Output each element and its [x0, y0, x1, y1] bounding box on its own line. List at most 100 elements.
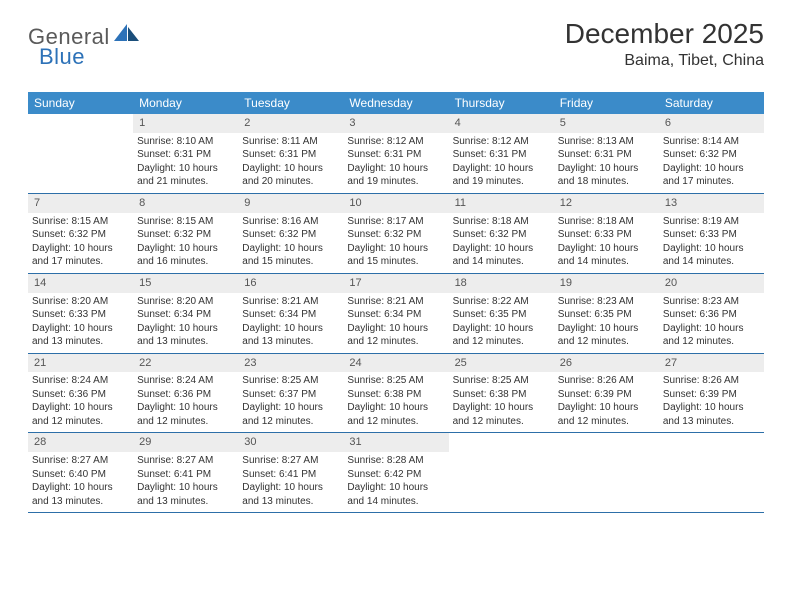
sunset-text: Sunset: 6:31 PM — [347, 148, 444, 162]
day-number: 25 — [449, 354, 554, 373]
week-row: 1Sunrise: 8:10 AMSunset: 6:31 PMDaylight… — [28, 114, 764, 194]
daylight-text: Daylight: 10 hours — [558, 162, 655, 176]
daylight-text: Daylight: 10 hours — [347, 481, 444, 495]
day-cell: 19Sunrise: 8:23 AMSunset: 6:35 PMDayligh… — [554, 274, 659, 353]
day-body: Sunrise: 8:25 AMSunset: 6:38 PMDaylight:… — [343, 372, 448, 432]
daylight-text: Daylight: 10 hours — [558, 322, 655, 336]
day-cell: 13Sunrise: 8:19 AMSunset: 6:33 PMDayligh… — [659, 194, 764, 273]
daylight-text: Daylight: 10 hours — [558, 401, 655, 415]
sunset-text: Sunset: 6:40 PM — [32, 468, 129, 482]
sunset-text: Sunset: 6:41 PM — [137, 468, 234, 482]
day-number: 7 — [28, 194, 133, 213]
daylight-text: and 16 minutes. — [137, 255, 234, 269]
day-number: 28 — [28, 433, 133, 452]
daylight-text: and 19 minutes. — [347, 175, 444, 189]
sunrise-text: Sunrise: 8:17 AM — [347, 215, 444, 229]
daylight-text: Daylight: 10 hours — [242, 322, 339, 336]
daylight-text: Daylight: 10 hours — [137, 322, 234, 336]
day-number: 2 — [238, 114, 343, 133]
sunrise-text: Sunrise: 8:14 AM — [663, 135, 760, 149]
day-number: 18 — [449, 274, 554, 293]
daylight-text: and 13 minutes. — [137, 495, 234, 509]
daylight-text: and 14 minutes. — [347, 495, 444, 509]
daylight-text: Daylight: 10 hours — [242, 242, 339, 256]
sunrise-text: Sunrise: 8:20 AM — [32, 295, 129, 309]
day-cell: 21Sunrise: 8:24 AMSunset: 6:36 PMDayligh… — [28, 354, 133, 433]
day-cell: 7Sunrise: 8:15 AMSunset: 6:32 PMDaylight… — [28, 194, 133, 273]
daylight-text: and 20 minutes. — [242, 175, 339, 189]
sunrise-text: Sunrise: 8:26 AM — [663, 374, 760, 388]
daylight-text: and 13 minutes. — [663, 415, 760, 429]
day-cell: 28Sunrise: 8:27 AMSunset: 6:40 PMDayligh… — [28, 433, 133, 512]
day-number: 10 — [343, 194, 448, 213]
day-number: 8 — [133, 194, 238, 213]
day-cell: 17Sunrise: 8:21 AMSunset: 6:34 PMDayligh… — [343, 274, 448, 353]
calendar: SundayMondayTuesdayWednesdayThursdayFrid… — [28, 92, 764, 513]
daylight-text: and 12 minutes. — [347, 415, 444, 429]
daylight-text: and 12 minutes. — [558, 335, 655, 349]
weekday-header: Sunday — [28, 92, 133, 114]
sunrise-text: Sunrise: 8:27 AM — [242, 454, 339, 468]
day-cell: 3Sunrise: 8:12 AMSunset: 6:31 PMDaylight… — [343, 114, 448, 193]
day-body: Sunrise: 8:17 AMSunset: 6:32 PMDaylight:… — [343, 213, 448, 273]
weeks-container: 1Sunrise: 8:10 AMSunset: 6:31 PMDaylight… — [28, 114, 764, 513]
location: Baima, Tibet, China — [565, 52, 764, 70]
daylight-text: Daylight: 10 hours — [32, 401, 129, 415]
daylight-text: and 12 minutes. — [347, 335, 444, 349]
sunrise-text: Sunrise: 8:15 AM — [137, 215, 234, 229]
sunrise-text: Sunrise: 8:24 AM — [32, 374, 129, 388]
daylight-text: and 12 minutes. — [242, 415, 339, 429]
sunset-text: Sunset: 6:31 PM — [137, 148, 234, 162]
day-body: Sunrise: 8:27 AMSunset: 6:41 PMDaylight:… — [238, 452, 343, 512]
daylight-text: and 12 minutes. — [453, 335, 550, 349]
day-cell: 11Sunrise: 8:18 AMSunset: 6:32 PMDayligh… — [449, 194, 554, 273]
daylight-text: Daylight: 10 hours — [137, 242, 234, 256]
day-cell: 14Sunrise: 8:20 AMSunset: 6:33 PMDayligh… — [28, 274, 133, 353]
daylight-text: and 18 minutes. — [558, 175, 655, 189]
sunrise-text: Sunrise: 8:27 AM — [137, 454, 234, 468]
day-body: Sunrise: 8:21 AMSunset: 6:34 PMDaylight:… — [343, 293, 448, 353]
sunset-text: Sunset: 6:34 PM — [137, 308, 234, 322]
sunrise-text: Sunrise: 8:20 AM — [137, 295, 234, 309]
sunrise-text: Sunrise: 8:15 AM — [32, 215, 129, 229]
day-cell: 20Sunrise: 8:23 AMSunset: 6:36 PMDayligh… — [659, 274, 764, 353]
day-number: 30 — [238, 433, 343, 452]
daylight-text: and 21 minutes. — [137, 175, 234, 189]
daylight-text: Daylight: 10 hours — [453, 401, 550, 415]
sunset-text: Sunset: 6:32 PM — [347, 228, 444, 242]
day-cell: 5Sunrise: 8:13 AMSunset: 6:31 PMDaylight… — [554, 114, 659, 193]
day-cell: 24Sunrise: 8:25 AMSunset: 6:38 PMDayligh… — [343, 354, 448, 433]
day-number: 31 — [343, 433, 448, 452]
day-body: Sunrise: 8:19 AMSunset: 6:33 PMDaylight:… — [659, 213, 764, 273]
week-row: 14Sunrise: 8:20 AMSunset: 6:33 PMDayligh… — [28, 274, 764, 354]
daylight-text: Daylight: 10 hours — [242, 481, 339, 495]
title-block: December 2025 Baima, Tibet, China — [565, 18, 764, 70]
sunrise-text: Sunrise: 8:21 AM — [347, 295, 444, 309]
day-body: Sunrise: 8:14 AMSunset: 6:32 PMDaylight:… — [659, 133, 764, 193]
sunset-text: Sunset: 6:33 PM — [663, 228, 760, 242]
sunset-text: Sunset: 6:42 PM — [347, 468, 444, 482]
sunrise-text: Sunrise: 8:25 AM — [453, 374, 550, 388]
daylight-text: and 14 minutes. — [453, 255, 550, 269]
day-number: 17 — [343, 274, 448, 293]
daylight-text: Daylight: 10 hours — [453, 322, 550, 336]
sunset-text: Sunset: 6:38 PM — [453, 388, 550, 402]
daylight-text: and 12 minutes. — [558, 415, 655, 429]
day-body: Sunrise: 8:15 AMSunset: 6:32 PMDaylight:… — [133, 213, 238, 273]
day-number: 14 — [28, 274, 133, 293]
sunrise-text: Sunrise: 8:25 AM — [242, 374, 339, 388]
day-body: Sunrise: 8:15 AMSunset: 6:32 PMDaylight:… — [28, 213, 133, 273]
daylight-text: and 13 minutes. — [242, 335, 339, 349]
day-number: 27 — [659, 354, 764, 373]
day-cell: 6Sunrise: 8:14 AMSunset: 6:32 PMDaylight… — [659, 114, 764, 193]
daylight-text: Daylight: 10 hours — [453, 242, 550, 256]
day-cell: 16Sunrise: 8:21 AMSunset: 6:34 PMDayligh… — [238, 274, 343, 353]
daylight-text: Daylight: 10 hours — [347, 322, 444, 336]
day-cell: 26Sunrise: 8:26 AMSunset: 6:39 PMDayligh… — [554, 354, 659, 433]
daylight-text: and 15 minutes. — [242, 255, 339, 269]
sunrise-text: Sunrise: 8:10 AM — [137, 135, 234, 149]
daylight-text: and 12 minutes. — [453, 415, 550, 429]
day-number: 11 — [449, 194, 554, 213]
weekday-header: Friday — [554, 92, 659, 114]
daylight-text: Daylight: 10 hours — [347, 242, 444, 256]
